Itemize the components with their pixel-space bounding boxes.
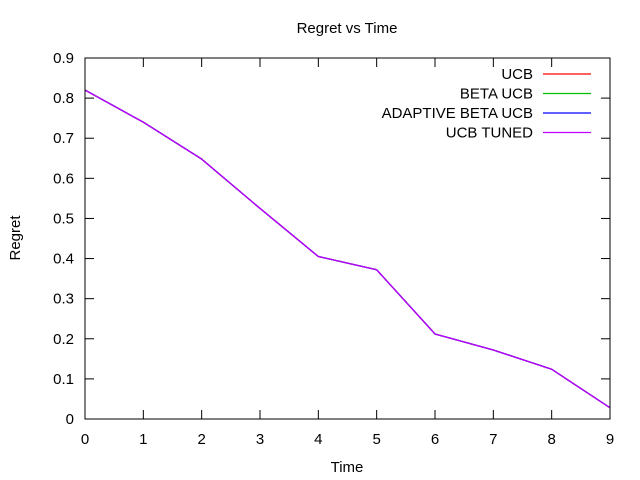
- x-tick-label: 2: [197, 431, 205, 448]
- axis-ticks: 0 0.1 0.2 0.3 0.4 0.5 0.6 0.7 0.8 0.9 0 1 2 3 4 5 6 7 8 9: [53, 50, 614, 448]
- legend: UCB BETA UCB ADAPTIVE BETA UCB UCB TUNED: [382, 66, 591, 142]
- x-tick-label: 8: [547, 431, 555, 448]
- y-tick-label: 0.3: [53, 291, 74, 308]
- x-tick-label: 7: [489, 431, 497, 448]
- y-tick-label: 0: [66, 411, 74, 428]
- y-tick-label: 0.1: [53, 371, 74, 388]
- chart-title: Regret vs Time: [297, 20, 398, 37]
- plot-frame: [84, 57, 611, 420]
- y-tick-label: 0.4: [53, 251, 74, 268]
- y-tick-label: 0.6: [53, 170, 74, 187]
- y-tick-label: 0.9: [53, 50, 74, 67]
- legend-label: UCB TUNED: [446, 125, 533, 142]
- legend-label: BETA UCB: [460, 86, 533, 103]
- series-line-ucb-tuned: [84, 89, 611, 409]
- x-tick-label: 5: [372, 431, 380, 448]
- legend-label: ADAPTIVE BETA UCB: [382, 105, 533, 122]
- x-tick-label: 0: [81, 431, 89, 448]
- y-tick-label: 0.2: [53, 331, 74, 348]
- x-tick-label: 3: [256, 431, 264, 448]
- series-layer: [84, 89, 611, 409]
- x-tick-label: 6: [431, 431, 439, 448]
- y-tick-label: 0.7: [53, 130, 74, 147]
- x-tick-label: 1: [139, 431, 147, 448]
- x-tick-label: 4: [314, 431, 322, 448]
- y-axis-label: Regret: [7, 215, 24, 261]
- y-tick-label: 0.5: [53, 210, 74, 227]
- x-tick-label: 9: [606, 431, 614, 448]
- legend-label: UCB: [501, 66, 533, 83]
- y-tick-label: 0.8: [53, 90, 74, 107]
- x-axis-label: Time: [331, 459, 364, 476]
